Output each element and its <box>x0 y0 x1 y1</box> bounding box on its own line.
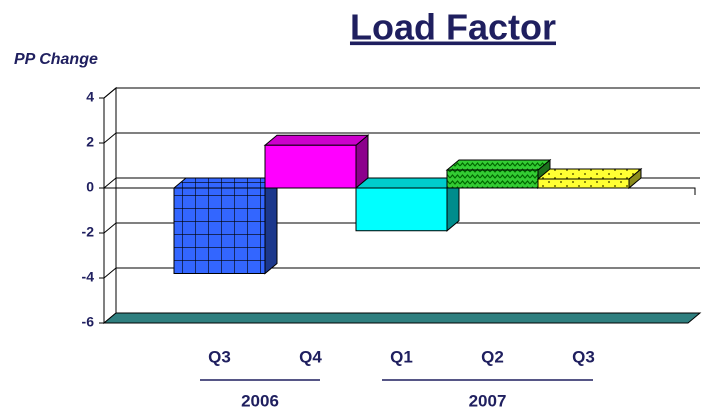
grid-line <box>103 87 700 99</box>
bar-top <box>445 159 552 171</box>
bar-top <box>536 168 643 180</box>
bar <box>537 178 630 189</box>
grid-line <box>103 267 700 279</box>
bar <box>173 187 266 274</box>
chart-title: Load Factor <box>350 7 556 48</box>
x-tick-label: Q2 <box>481 347 504 366</box>
y-tick-label: -6 <box>82 314 95 330</box>
grid-line <box>103 132 700 144</box>
y-axis-label: PP Change <box>14 51 98 68</box>
left-wall <box>103 86 117 325</box>
bar-top <box>354 177 461 189</box>
bar-top <box>263 134 370 146</box>
x-tick-label: Q4 <box>299 347 322 366</box>
bar-side <box>264 176 278 275</box>
x-tick-label: Q3 <box>572 347 595 366</box>
bar <box>264 144 357 189</box>
y-tick-label: -4 <box>82 269 95 285</box>
y-tick-label: 4 <box>86 89 94 105</box>
bar <box>446 169 539 189</box>
zero-line <box>104 187 696 195</box>
y-tick-label: -2 <box>82 224 95 240</box>
y-tick-label: 0 <box>86 179 94 195</box>
y-tick-label: 2 <box>86 134 94 150</box>
bar-top <box>172 177 279 189</box>
x-tick-label: Q1 <box>390 347 413 366</box>
floor <box>102 312 702 324</box>
grid-line <box>103 222 700 234</box>
group-label: 2006 <box>241 391 279 410</box>
bar <box>355 187 448 232</box>
group-label: 2007 <box>469 391 507 410</box>
x-tick-label: Q3 <box>208 347 231 366</box>
